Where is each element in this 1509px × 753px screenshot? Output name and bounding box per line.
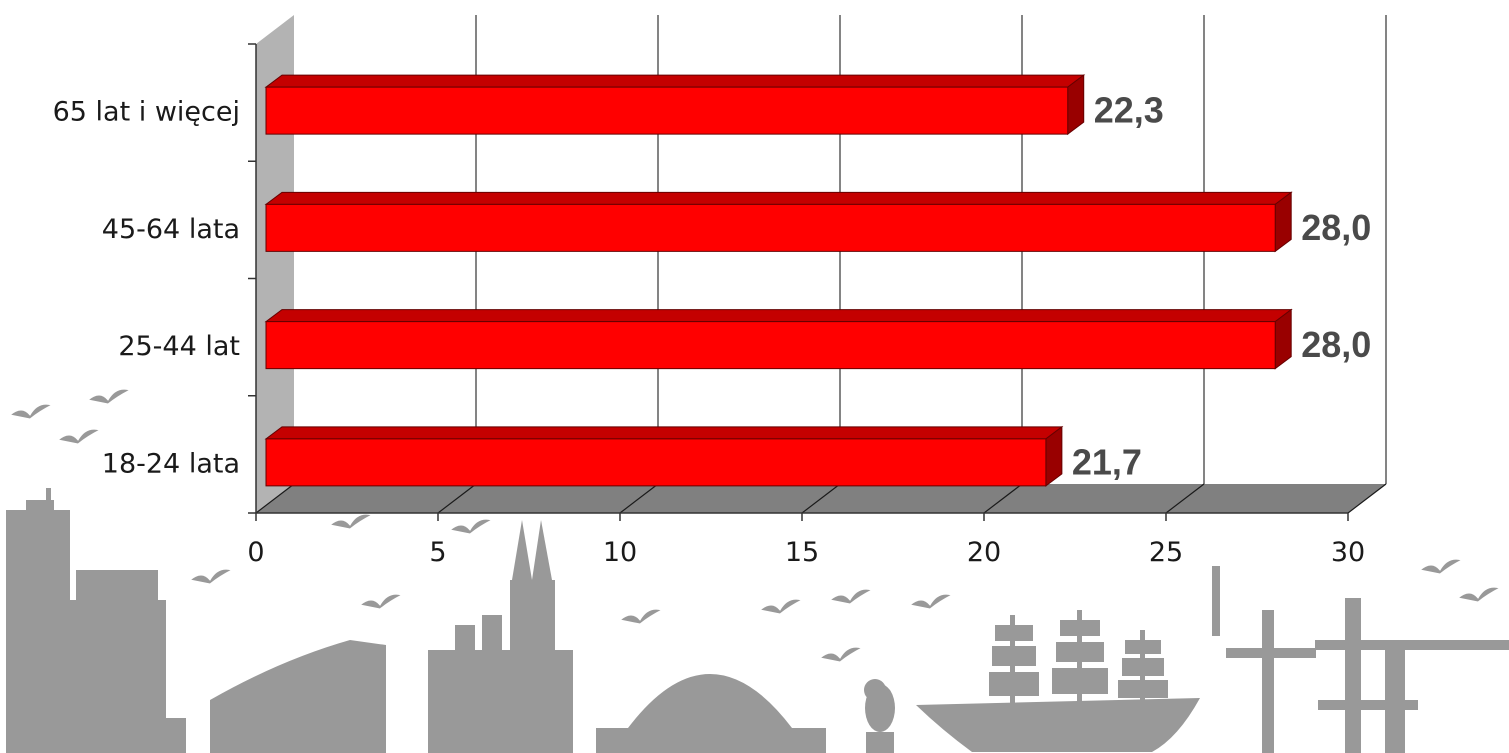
bar [264,74,1086,136]
bar-top [264,309,1293,323]
floor-gridline [801,483,841,514]
seagull-icon [818,646,864,663]
bar-front [265,438,1047,487]
seagull-icon [828,588,874,605]
y-axis-ticks [248,43,256,514]
x-tick-label: 5 [429,537,446,568]
bar-front [265,321,1276,370]
seagull-icon [908,593,954,610]
arch-hall-icon [596,674,826,753]
x-tick-labels: 0 5 10 15 20 25 30 [247,537,1365,568]
category-label: 65 lat i więcej [53,97,240,128]
port-crane-icon [1212,566,1509,753]
chart-back-wall [256,15,294,513]
seagull-icon [758,598,804,615]
value-label: 22,3 [1094,90,1164,131]
category-label: 45-64 lata [102,214,240,245]
office-building-icon [210,640,386,753]
seagull-icon [8,403,54,420]
bar-chart: 22,3 28,0 28,0 21,7 65 lat i więcej 45-64 la… [53,15,1387,568]
x-tick-label: 20 [967,537,1001,568]
value-label: 21,7 [1072,441,1142,482]
value-label: 28,0 [1301,324,1371,365]
x-tick-label: 10 [603,537,637,568]
cathedral-icon [428,520,573,753]
bar [264,191,1293,253]
category-labels: 65 lat i więcej 45-64 lata 25-44 lat 18-24 … [53,97,240,480]
bar-top [264,426,1064,440]
seagull-icon [1418,558,1464,575]
floor-gridline [1347,483,1387,514]
seagull-icon [1456,586,1502,603]
bars [264,74,1293,487]
category-label: 18-24 lata [102,448,240,479]
x-tick-label: 0 [247,537,264,568]
seagull-flock [8,388,1502,663]
seagull-icon [188,568,234,585]
bar-front [265,203,1276,252]
bar-front [265,86,1069,135]
sailing-ship-icon [916,610,1200,752]
floor-gridline [255,483,295,514]
x-tick-label: 25 [1149,537,1183,568]
bar [264,425,1064,487]
skyscraper-icon [6,488,186,753]
seagull-icon [328,513,374,530]
x-tick-label: 30 [1331,537,1365,568]
floor-gridline [983,483,1023,514]
seagull-icon [358,593,404,610]
category-label: 25-44 lat [118,331,240,362]
bar [264,308,1293,370]
x-tick-label: 15 [785,537,819,568]
seagull-icon [56,428,102,445]
city-skyline-silhouette [6,488,1509,753]
floor-gridline [619,483,659,514]
value-label: 28,0 [1301,207,1371,248]
seagull-icon [618,608,664,625]
floor-gridline [1165,483,1205,514]
bar-top [264,74,1086,88]
statue-icon [864,679,895,753]
floor-gridline [437,483,477,514]
seagull-icon [448,518,494,535]
seagull-icon [86,388,132,405]
bar-top [264,191,1293,205]
value-labels: 22,3 28,0 28,0 21,7 [1072,90,1371,483]
